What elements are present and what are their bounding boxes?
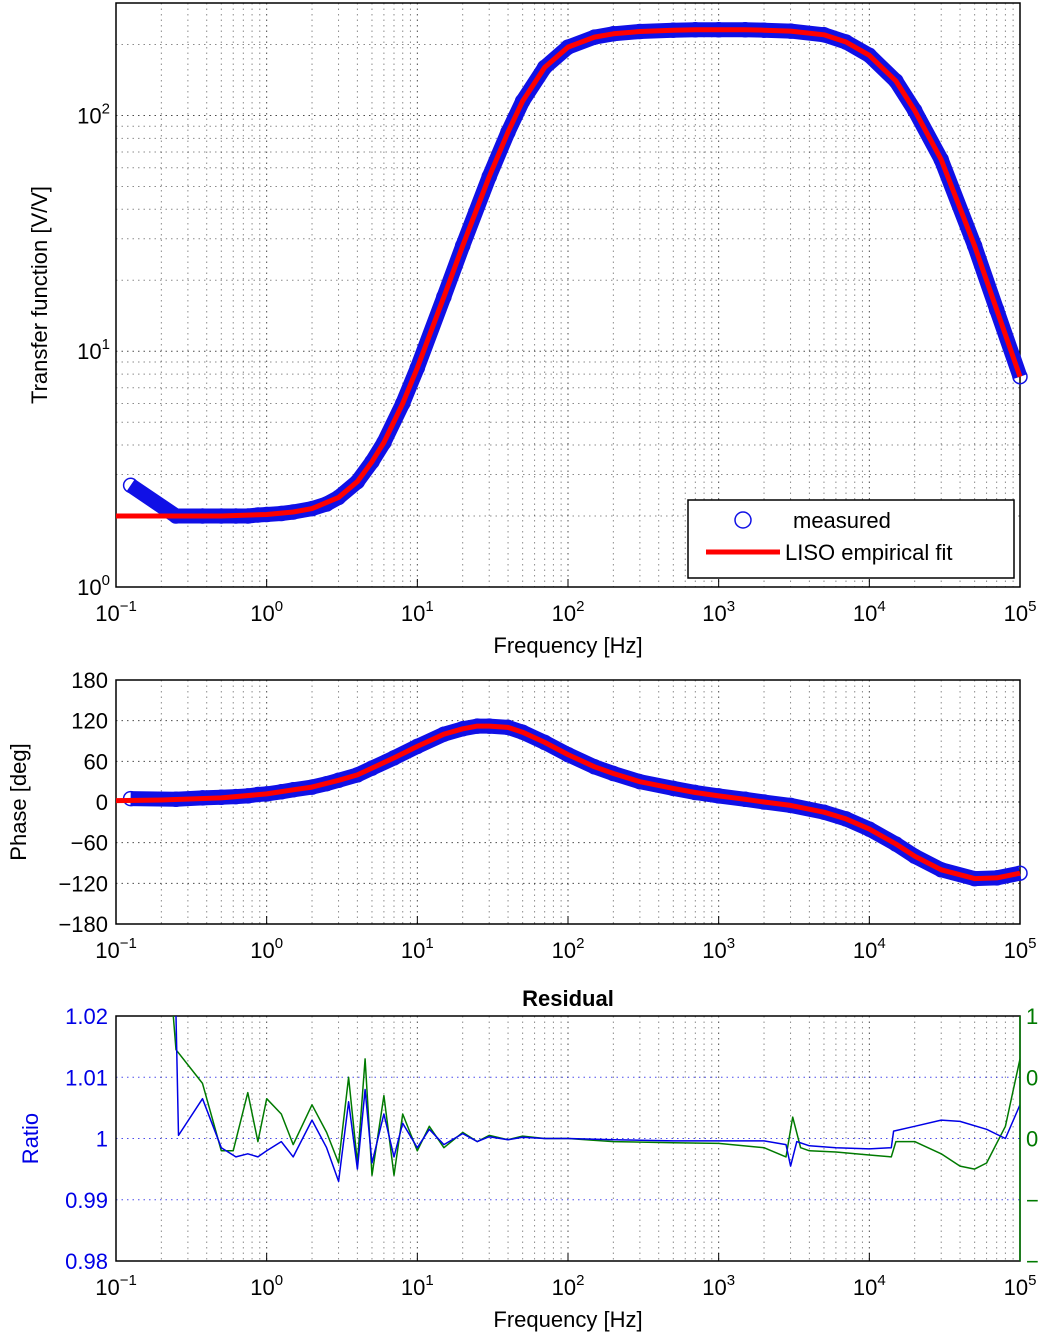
x-tick-label: 102: [552, 1272, 585, 1300]
chart-title: Residual: [522, 986, 614, 1011]
x-tick-label: 100: [250, 935, 283, 963]
x-tick-label: 104: [853, 1272, 886, 1300]
x-tick-label: 100: [250, 1272, 283, 1300]
x-axis-label: Frequency [Hz]: [493, 633, 642, 658]
x-tick-label: 101: [401, 598, 434, 626]
legend: measured LISO empirical fit: [687, 499, 1015, 579]
right-y-tick-label: 0: [1026, 1065, 1038, 1090]
legend-box: [687, 499, 1015, 579]
measured-band: [126, 22, 1028, 524]
y-tick-label: 1: [96, 1127, 108, 1152]
data-point-measured: [481, 168, 497, 185]
right-y-tick-label: −: [1026, 1249, 1039, 1274]
legend-label-measured: measured: [793, 508, 891, 533]
y-axis-label: Transfer function [V/V]: [27, 186, 52, 404]
x-tick-label: 104: [853, 935, 886, 963]
right-y-tick-label: 1: [1026, 1004, 1038, 1029]
x-tick-label: 10−1: [95, 935, 137, 963]
x-tick-label: 103: [702, 598, 735, 626]
y-tick-label: 0: [96, 790, 108, 815]
x-tick-label: 10−1: [95, 1272, 137, 1300]
data-point-measured: [560, 746, 576, 763]
y-tick-label: −120: [58, 871, 108, 896]
y-tick-label: 1.02: [65, 1004, 108, 1029]
x-axis-label: Frequency [Hz]: [493, 1307, 642, 1332]
data-point-measured: [330, 489, 347, 506]
right-y-tick-label: 0: [1026, 1127, 1038, 1152]
data-point-measured: [536, 59, 553, 76]
data-point-measured: [386, 750, 402, 766]
data-point-measured: [906, 848, 923, 864]
x-tick-label: 100: [250, 598, 283, 626]
data-point-measured: [409, 738, 426, 755]
y-tick-label: 180: [71, 668, 108, 693]
data-point-measured: [888, 73, 904, 89]
data-point-measured: [536, 734, 553, 751]
x-tick-label: 101: [401, 935, 434, 963]
x-tick-label: 10−1: [95, 598, 137, 626]
x-tick-label: 105: [1004, 1272, 1037, 1300]
data-point-measured: [861, 47, 878, 64]
x-tick-label: 103: [702, 935, 735, 963]
data-point-measured: [122, 477, 139, 494]
x-tick-label: 102: [552, 935, 585, 963]
y-tick-label: 60: [84, 749, 108, 774]
magnitude-plot: 10−1 100 101 102 103 104 105100101102Frequency…: [27, 2, 1037, 658]
data-point-measured: [861, 821, 878, 837]
data-point-measured: [364, 760, 380, 776]
y-axis-label: Phase [deg]: [6, 743, 31, 860]
y-tick-label: 102: [77, 100, 110, 128]
right-y-tick-label: −: [1026, 1188, 1039, 1213]
data-point-measured: [888, 836, 904, 852]
data-point-measured: [376, 434, 392, 451]
x-tick-label: 105: [1004, 598, 1037, 626]
legend-marker-measured: [734, 511, 752, 529]
legend-label-fit: LISO empirical fit: [785, 540, 953, 565]
series-line-fit: [115, 723, 1021, 882]
x-tick-label: 104: [853, 598, 886, 626]
x-tick-label: 103: [702, 1272, 735, 1300]
data-point-measured: [500, 124, 516, 140]
y-tick-label: 120: [71, 709, 108, 734]
data-point-measured: [514, 93, 531, 109]
data-point-measured: [349, 473, 366, 490]
y-axis-label: Ratio: [18, 1113, 43, 1164]
x-tick-label: 102: [552, 598, 585, 626]
y-tick-label: 1.01: [65, 1065, 108, 1090]
residual-series-group: [172, 1016, 1020, 1183]
x-tick-label: 101: [401, 1272, 434, 1300]
series-line-second: [172, 1016, 1020, 1177]
y-tick-label: −60: [71, 831, 108, 856]
y-tick-label: 101: [77, 336, 110, 364]
data-point-measured: [906, 102, 923, 119]
data-point-measured: [364, 453, 380, 470]
data-point-measured: [933, 151, 949, 168]
y-tick-label: −180: [58, 912, 108, 937]
y-tick-label: 0.98: [65, 1249, 108, 1274]
series-line-ratio: [175, 1016, 1020, 1183]
y-tick-label: 100: [77, 572, 110, 600]
data-point-measured: [394, 395, 411, 412]
y-tick-label: 0.99: [65, 1188, 108, 1213]
phase-plot: 10−1 100 101 102 103 104 105 −180 −120 −60 0 60 120 1…: [6, 668, 1036, 963]
series-line-fit: [116, 27, 1023, 519]
x-tick-label: 105: [1004, 935, 1037, 963]
